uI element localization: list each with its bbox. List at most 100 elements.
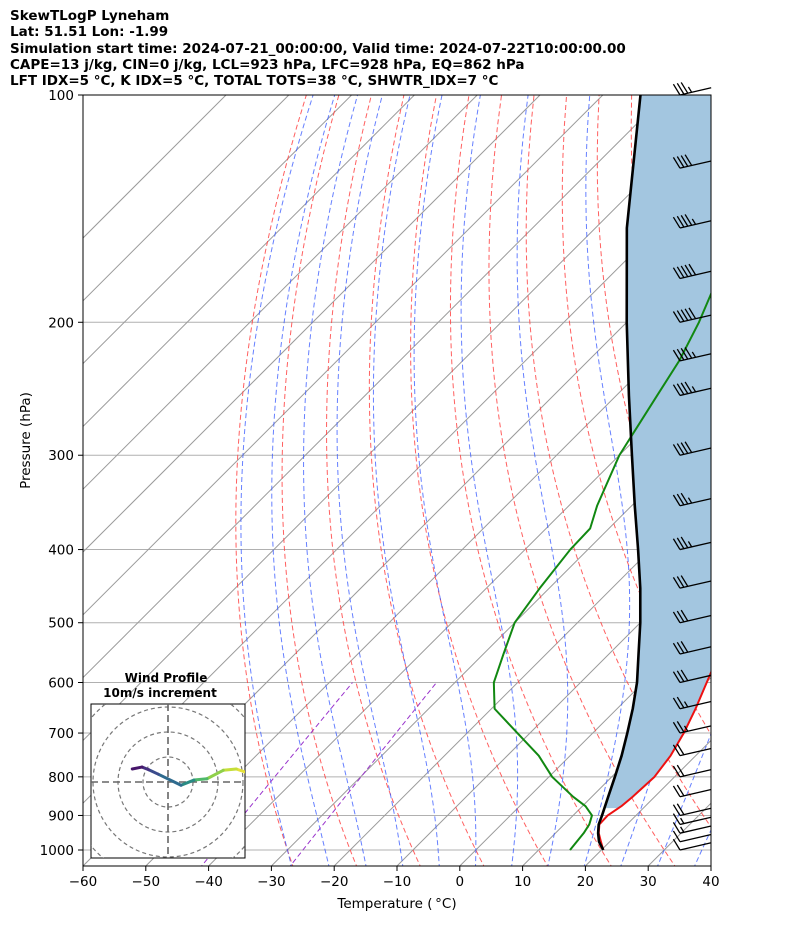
moist-adiabat <box>372 95 440 866</box>
isotherm-line <box>208 362 711 866</box>
x-tick-label: −60 <box>69 874 98 890</box>
wind-barb <box>672 813 712 826</box>
wind-barb <box>672 609 712 624</box>
wind-barb <box>672 214 712 229</box>
x-tick-label: −40 <box>194 874 223 890</box>
y-tick-label: 500 <box>48 616 74 632</box>
dry-adiabat <box>410 95 549 866</box>
x-tick-label: 30 <box>640 874 657 890</box>
wind-barb <box>672 669 712 684</box>
isotherm-line <box>83 95 478 490</box>
hodograph-trace <box>179 778 196 787</box>
x-tick-label: 10 <box>514 874 531 890</box>
temperature-profile <box>597 669 711 851</box>
moist-adiabat <box>583 95 631 866</box>
y-tick-label: 400 <box>48 543 74 559</box>
isotherm-line <box>396 551 711 866</box>
x-tick-label: 20 <box>577 874 594 890</box>
dry-adiabat <box>762 95 794 869</box>
moist-adiabat <box>336 95 404 866</box>
hodograph-trace <box>147 768 160 776</box>
isotherm-line <box>710 865 711 866</box>
isotherm-line <box>83 95 541 553</box>
wind-barb <box>672 830 712 843</box>
title-times: Simulation start time: 2024-07-21_00:00:… <box>10 40 626 57</box>
y-tick-label: 1000 <box>40 843 74 859</box>
moist-adiabat <box>516 95 569 866</box>
y-tick-label: 900 <box>48 808 74 824</box>
title-stability-indices: LFT IDX=5 °C, K IDX=5 °C, TOTAL TOTS=38 … <box>10 73 499 90</box>
isotherm-line <box>83 95 604 616</box>
isotherm-line <box>83 111 711 742</box>
moist-adiabat <box>413 95 477 866</box>
hodograph-trace <box>192 777 209 782</box>
y-tick-label: 100 <box>48 88 74 104</box>
moist-adiabat <box>460 95 519 866</box>
wind-barb <box>672 803 712 817</box>
dry-adiabat <box>449 95 612 866</box>
isotherm-line <box>83 95 290 302</box>
hodograph-trace <box>234 767 245 774</box>
moist-adiabat <box>657 732 711 866</box>
y-tick-label: 700 <box>48 726 74 742</box>
hodograph-title: Wind Profile <box>125 671 208 685</box>
wind-barb <box>672 536 712 551</box>
moist-adiabat <box>303 95 367 866</box>
y-tick-label: 300 <box>48 448 74 464</box>
dry-adiabat <box>368 95 485 866</box>
wind-barb <box>672 441 712 456</box>
moist-adiabat <box>240 95 314 866</box>
wind-barb <box>672 696 712 710</box>
isotherm-line <box>83 95 352 365</box>
wind-barb <box>672 575 712 589</box>
dewpoint-profile <box>492 291 711 851</box>
isotherm-line <box>333 488 711 866</box>
x-tick-label: −50 <box>132 874 161 890</box>
x-tick-label: −10 <box>383 874 412 890</box>
title-station: SkewTLogP Lyneham <box>10 8 170 24</box>
x-axis-label: Temperature ( °C) <box>336 896 456 912</box>
wind-barb <box>672 838 712 851</box>
wind-barb <box>672 743 712 757</box>
dry-adiabat <box>525 95 711 828</box>
dry-adiabat <box>488 95 676 866</box>
y-tick-label: 200 <box>48 315 74 331</box>
plot-area <box>83 95 794 869</box>
moist-adiabat <box>271 95 336 866</box>
hodograph-trace <box>130 765 144 771</box>
wind-barb <box>672 82 712 96</box>
wind-barb <box>672 381 712 397</box>
y-axis-label: Pressure (hPa) <box>18 392 34 489</box>
x-tick-label: 0 <box>456 874 465 890</box>
wind-barb <box>672 784 712 798</box>
wind-barb <box>672 154 712 169</box>
isotherm-line <box>459 614 711 866</box>
wind-barbs <box>672 82 712 851</box>
isotherm-line <box>145 300 711 866</box>
hodograph-trace <box>156 772 183 787</box>
parcel-profile <box>596 95 642 851</box>
dry-adiabat <box>729 95 794 869</box>
x-tick-label: −20 <box>320 874 349 890</box>
wind-barb <box>672 347 712 362</box>
wind-barb <box>672 307 712 323</box>
dry-adiabat <box>326 95 421 866</box>
cape-area <box>604 95 711 809</box>
title-location: Lat: 51.51 Lon: -1.99 <box>10 24 169 41</box>
dry-adiabat <box>235 95 307 866</box>
isotherm-line <box>83 95 666 679</box>
wind-barb <box>672 764 712 778</box>
chart-header: SkewTLogP Lyneham Lat: 51.51 Lon: -1.99 … <box>10 8 626 89</box>
wind-barb <box>672 721 712 734</box>
wind-barb <box>672 822 712 834</box>
isotherm-line <box>83 95 227 239</box>
wind-barb <box>672 641 712 655</box>
x-tick-label: 40 <box>702 874 719 890</box>
title-cape-indices: CAPE=13 j/kg, CIN=0 j/kg, LCL=923 hPa, L… <box>10 56 525 73</box>
isotherm-line <box>774 95 794 866</box>
hodograph-trace <box>221 767 238 772</box>
wind-barb <box>672 263 712 280</box>
y-tick-label: 800 <box>48 770 74 786</box>
